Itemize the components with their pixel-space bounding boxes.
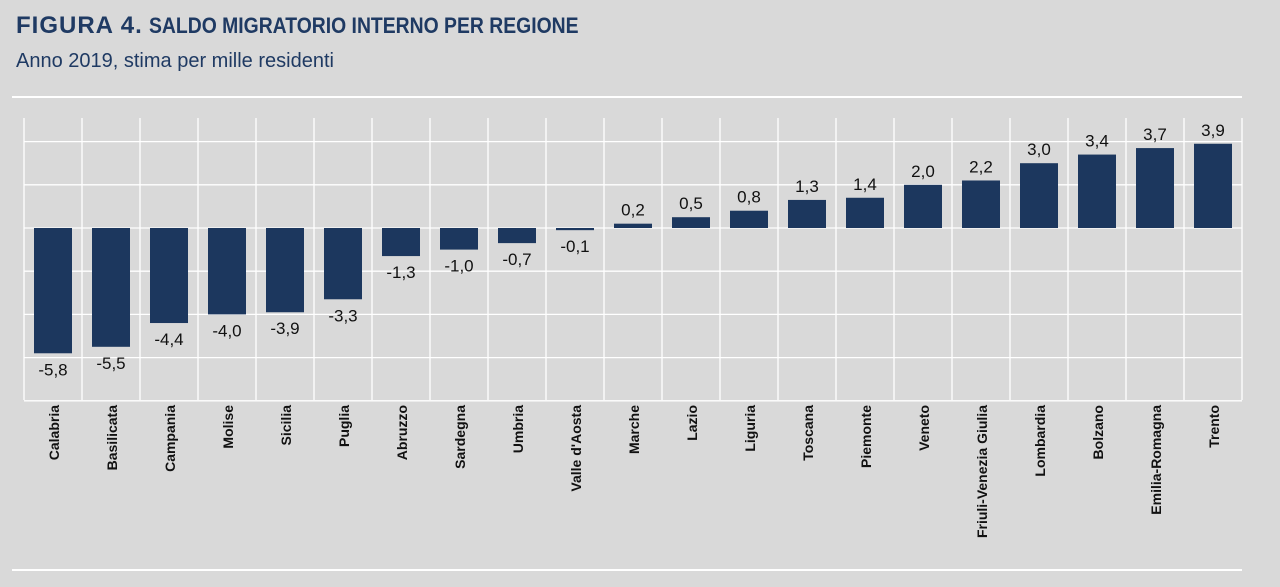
bar-sicilia xyxy=(266,228,304,313)
bar-marche xyxy=(614,223,652,228)
bar-sardegna xyxy=(440,228,478,250)
data-label: 2,2 xyxy=(969,157,993,176)
category-label: Veneto xyxy=(916,405,932,451)
category-label: Bolzano xyxy=(1090,405,1106,459)
bar-veneto xyxy=(904,184,942,228)
data-label: 1,4 xyxy=(853,175,877,194)
bar-campania xyxy=(150,228,188,324)
bar-liguria xyxy=(730,210,768,228)
figure-label: FIGURA 4. xyxy=(16,12,143,39)
category-label: Lazio xyxy=(684,405,700,441)
category-label: Emilia-Romagna xyxy=(1148,405,1164,515)
data-label: -1,0 xyxy=(444,257,473,276)
data-label: -3,9 xyxy=(270,319,299,338)
data-label: -0,1 xyxy=(560,237,589,256)
category-label: Friuli-Venezia Giulia xyxy=(974,405,990,538)
bar-abruzzo xyxy=(382,228,420,257)
category-label: Sardegna xyxy=(452,405,468,469)
data-label: -4,0 xyxy=(212,321,241,340)
category-label: Trento xyxy=(1206,405,1222,448)
bar-lazio xyxy=(672,217,710,228)
data-label: -0,7 xyxy=(502,250,531,269)
bar-valle-d-aosta xyxy=(556,228,594,231)
bar-friuli-venezia-giulia xyxy=(962,180,1000,228)
category-label: Puglia xyxy=(336,405,352,447)
figure-title: FIGURA 4. SALDO MIGRATORIO INTERNO PER RE… xyxy=(16,12,637,40)
category-label: Molise xyxy=(220,405,236,449)
chart-subtitle: Anno 2019, stima per mille residenti xyxy=(16,50,334,72)
category-label: Valle d'Aosta xyxy=(568,405,584,492)
category-label: Marche xyxy=(626,405,642,454)
category-label: Calabria xyxy=(46,405,62,460)
data-label: 2,0 xyxy=(911,162,935,181)
category-label: Basilicata xyxy=(104,405,120,471)
data-label: -1,3 xyxy=(386,263,415,282)
data-label: 3,0 xyxy=(1027,140,1051,159)
data-label: 0,8 xyxy=(737,188,761,207)
data-label: 3,9 xyxy=(1201,121,1225,140)
bar-toscana xyxy=(788,199,826,228)
bar-puglia xyxy=(324,228,362,300)
category-label: Abruzzo xyxy=(394,405,410,460)
data-label: 0,5 xyxy=(679,194,703,213)
bar-molise xyxy=(208,228,246,315)
bar-lombardia xyxy=(1020,163,1058,228)
data-label: 3,7 xyxy=(1143,125,1167,144)
bar-trento xyxy=(1194,143,1232,228)
category-label: Liguria xyxy=(742,405,758,452)
data-label: 1,3 xyxy=(795,177,819,196)
category-label: Toscana xyxy=(800,405,816,461)
category-label: Lombardia xyxy=(1032,405,1048,477)
data-label: -3,3 xyxy=(328,306,357,325)
data-label: -5,8 xyxy=(38,360,67,379)
bar-umbria xyxy=(498,228,536,244)
bar-piemonte xyxy=(846,197,884,228)
data-label: 3,4 xyxy=(1085,132,1109,151)
bar-emilia-romagna xyxy=(1136,148,1174,228)
top-rule xyxy=(12,96,1242,98)
data-label: -4,4 xyxy=(154,330,183,349)
bar-bolzano xyxy=(1078,154,1116,228)
category-label: Sicilia xyxy=(278,405,294,446)
data-label: 0,2 xyxy=(621,201,645,220)
bottom-rule xyxy=(12,569,1242,571)
bar-basilicata xyxy=(92,228,130,347)
chart-title: SALDO MIGRATORIO INTERNO PER REGIONE xyxy=(148,13,579,38)
category-label: Umbria xyxy=(510,405,526,453)
data-label: -5,5 xyxy=(96,354,125,373)
bar-calabria xyxy=(34,228,72,354)
category-label: Piemonte xyxy=(858,405,874,468)
category-label: Campania xyxy=(162,405,178,472)
